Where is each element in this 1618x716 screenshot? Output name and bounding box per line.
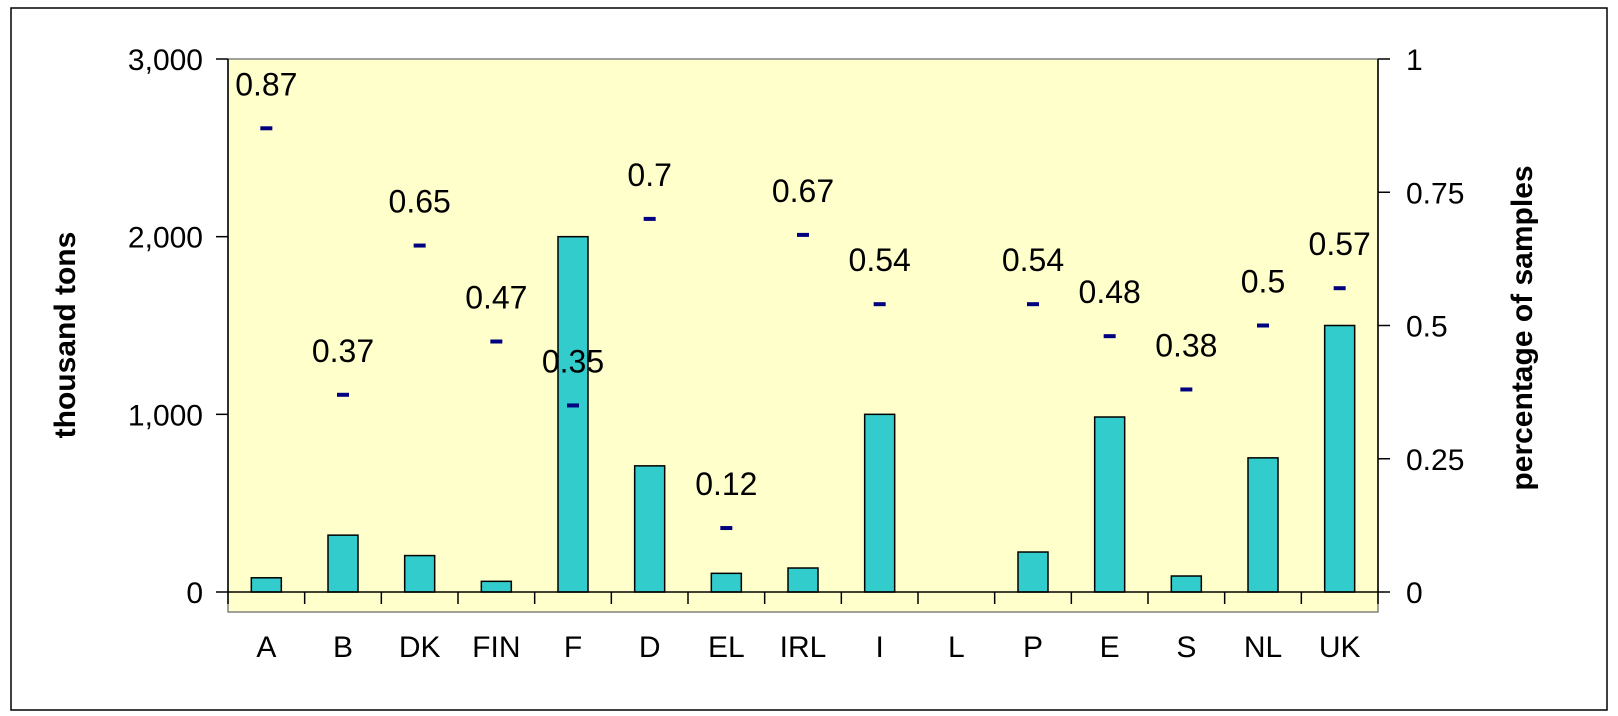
bar-UK — [1323, 324, 1356, 593]
y-tick-label: 0 — [186, 577, 203, 610]
y2-tick-label: 0.5 — [1406, 311, 1448, 344]
bar-EL — [710, 572, 743, 593]
x-tick-label-S: S — [1176, 631, 1196, 664]
data-label-UK: 0.57 — [1309, 226, 1371, 262]
y-tick-label: 3,000 — [128, 44, 203, 77]
data-label-A: 0.87 — [235, 66, 297, 102]
bar-A — [250, 577, 283, 593]
x-tick-label-EL: EL — [708, 631, 745, 664]
y-axis-title: thousand tons — [49, 232, 82, 439]
bar-F — [557, 235, 589, 593]
bar-DK — [403, 554, 436, 593]
data-label-IRL: 0.67 — [772, 173, 834, 209]
data-labels: 0.87 0.37 0.65 0.47 0.35 0.7 0.12 0.67 0.54 0.54 0… — [235, 66, 1371, 502]
x-tick-label-B: B — [333, 631, 353, 664]
y2-tick-label: 0.75 — [1406, 177, 1464, 210]
x-tick-label-IRL: IRL — [780, 631, 827, 664]
y2-tick-label: 1 — [1406, 44, 1423, 77]
y-tick-label: 1,000 — [128, 399, 203, 432]
bar-IRL — [787, 567, 819, 593]
data-label-FIN: 0.47 — [465, 279, 527, 315]
data-label-P: 0.54 — [1002, 242, 1064, 278]
data-label-I: 0.54 — [849, 242, 911, 278]
marker-series — [260, 126, 1346, 531]
bar-D — [633, 465, 666, 593]
data-label-EL: 0.12 — [695, 466, 757, 502]
data-label-F: 0.35 — [542, 343, 604, 379]
x-tick-label-D: D — [639, 631, 661, 664]
bar-S — [1170, 575, 1203, 593]
bar-P — [1017, 551, 1049, 593]
x-tick-label-P: P — [1023, 631, 1043, 664]
data-label-S: 0.38 — [1155, 327, 1217, 363]
bar-E — [1093, 416, 1126, 593]
y2-axis-title: percentage of samples — [1506, 165, 1539, 490]
x-tick-label-L: L — [948, 631, 965, 664]
x-tick-label-E: E — [1100, 631, 1120, 664]
x-tick-label-DK: DK — [399, 631, 441, 664]
bar-B — [327, 534, 359, 593]
y2-tick-label: 0.25 — [1406, 444, 1464, 477]
y-tick-label: 2,000 — [128, 222, 203, 255]
x-tick-label-I: I — [875, 631, 883, 664]
bar-I — [863, 413, 896, 593]
data-label-D: 0.7 — [627, 157, 671, 193]
plot-area — [227, 58, 1379, 613]
bar-series — [250, 235, 1356, 593]
data-label-B: 0.37 — [312, 333, 374, 369]
x-tick-label-A: A — [256, 631, 276, 664]
x-tick-label-NL: NL — [1244, 631, 1282, 664]
axes: A B DK FIN F D EL IRL I L P E S NL UK 0 1,000 2,000 3,000 0… — [128, 44, 1464, 664]
bar-FIN — [480, 580, 513, 593]
x-tick-label-UK: UK — [1319, 631, 1361, 664]
data-label-DK: 0.65 — [389, 184, 451, 220]
y2-tick-label: 0 — [1406, 577, 1423, 610]
x-tick-label-F: F — [564, 631, 582, 664]
x-tick-label-FIN: FIN — [472, 631, 520, 664]
bar-NL — [1247, 457, 1279, 593]
data-label-E: 0.48 — [1079, 274, 1141, 310]
data-label-NL: 0.5 — [1241, 264, 1285, 300]
